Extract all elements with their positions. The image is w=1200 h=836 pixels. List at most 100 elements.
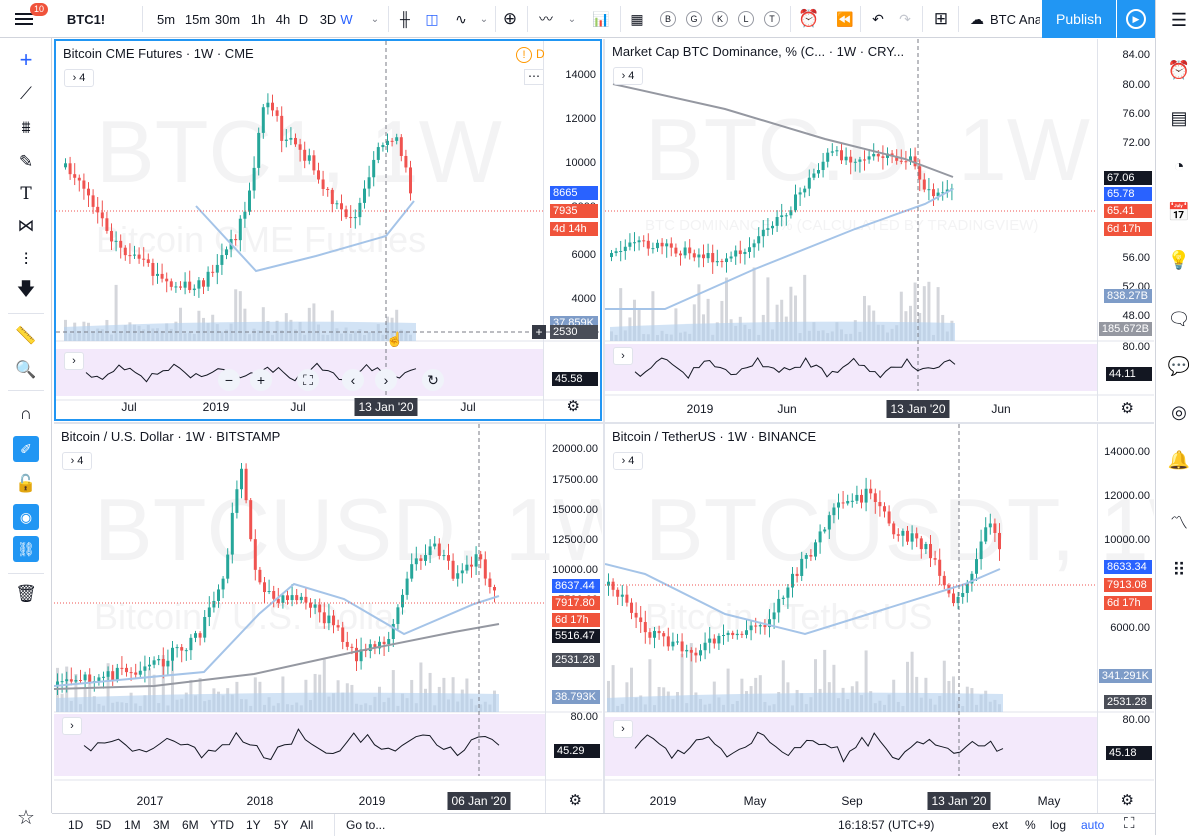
range-6m[interactable]: 6M xyxy=(182,818,199,832)
price-chart-canvas[interactable] xyxy=(605,424,1154,813)
undo-icon[interactable]: ↶ xyxy=(872,10,884,27)
circle-k-icon[interactable]: K xyxy=(712,11,728,27)
bar-chart-icon[interactable]: ╫ xyxy=(400,11,410,27)
alerts-clock-icon[interactable]: ⏰ xyxy=(1167,59,1191,80)
line-chart-icon[interactable]: ∿ xyxy=(455,10,467,27)
sync-drawings-icon[interactable]: ⛓ xyxy=(13,536,39,562)
price-axis[interactable] xyxy=(545,424,602,813)
indicators-icon[interactable]: 〰 xyxy=(539,11,553,27)
pattern-tool-icon[interactable]: ⋈ xyxy=(17,216,35,235)
goto-date-button[interactable]: Go to... xyxy=(346,818,386,832)
trash-icon[interactable]: 🗑 xyxy=(15,584,37,603)
arrow-down-icon[interactable]: 🡇 xyxy=(16,279,36,299)
range-1d[interactable]: 1D xyxy=(68,818,84,832)
financials-icon[interactable]: 📊 xyxy=(592,10,610,27)
compare-icon[interactable]: ⊕ xyxy=(502,9,518,28)
watchlist-icon[interactable]: ☰ xyxy=(1170,9,1188,30)
scroll-right-icon[interactable]: › xyxy=(375,369,397,391)
circle-l-icon[interactable]: L xyxy=(738,11,754,27)
crosshair-icon[interactable]: + xyxy=(19,47,33,72)
refresh-icon[interactable]: ↻ xyxy=(422,369,444,391)
legend-collapse-button[interactable]: › 4 xyxy=(613,67,643,85)
percent-scale-toggle[interactable]: % xyxy=(1025,818,1036,832)
clock[interactable]: 16:18:57 (UTC+9) xyxy=(838,818,935,832)
price-chart-canvas[interactable] xyxy=(56,41,600,419)
range-3m[interactable]: 3M xyxy=(153,818,170,832)
candles-icon[interactable]: ◫ xyxy=(425,10,439,27)
fullscreen-icon[interactable]: ⛶ xyxy=(1124,815,1135,832)
circle-t-icon[interactable]: T xyxy=(764,11,780,27)
alert-clock-icon[interactable]: ⏰ xyxy=(798,9,820,28)
prediction-tool-icon[interactable]: ⫶ xyxy=(23,250,29,269)
range-1y[interactable]: 1Y xyxy=(246,818,261,832)
legend-collapse-button[interactable]: › 4 xyxy=(64,69,94,87)
log-scale-toggle[interactable]: log xyxy=(1050,818,1067,832)
rsi-legend-button[interactable]: › xyxy=(613,720,633,738)
ext-hours-toggle[interactable]: ext xyxy=(992,818,1009,832)
trend-line-icon[interactable]: ⟋ xyxy=(20,84,32,103)
hide-drawings-icon[interactable]: ◉ xyxy=(13,504,39,530)
rsi-legend-button[interactable]: › xyxy=(62,717,82,735)
price-chart-canvas[interactable] xyxy=(54,424,602,813)
layout-grid-icon[interactable]: ⊞ xyxy=(933,9,949,28)
favorite-star-icon[interactable]: ☆ xyxy=(17,806,35,829)
rsi-legend-button[interactable]: › xyxy=(64,352,84,370)
more-options-icon[interactable]: ⋯ xyxy=(524,69,544,85)
circle-b-icon[interactable]: B xyxy=(660,11,676,27)
text-tool-icon[interactable]: T xyxy=(20,184,32,204)
interval-dropdown-icon[interactable]: ⌄ xyxy=(370,13,380,25)
rsi-legend-button[interactable]: › xyxy=(613,347,633,365)
interval-5m[interactable]: 5m xyxy=(156,11,176,27)
add-plus-icon[interactable]: + xyxy=(532,325,546,339)
price-axis[interactable] xyxy=(543,41,600,419)
brush-icon[interactable]: ✎ xyxy=(18,152,34,171)
redo-icon[interactable]: ↷ xyxy=(899,10,911,27)
interval-D[interactable]: D xyxy=(298,11,309,27)
price-axis[interactable] xyxy=(1097,39,1154,421)
range-5d[interactable]: 5D xyxy=(96,818,112,832)
patterns-icon[interactable]: ▦ xyxy=(630,10,644,27)
stay-in-drawing-icon[interactable]: ✐ xyxy=(13,436,39,462)
price-axis[interactable] xyxy=(1097,424,1154,813)
publish-menu-button[interactable]: ▶ xyxy=(1117,0,1155,38)
chart-pane-btc1[interactable]: BTC1, 1W Bitcoin CME Futures 14000 12000 100… xyxy=(54,39,602,421)
messages-icon[interactable]: 💬 xyxy=(1167,355,1191,376)
range-all[interactable]: All xyxy=(300,818,314,832)
range-1m[interactable]: 1M xyxy=(124,818,141,832)
reset-icon[interactable]: ⛶ xyxy=(297,369,319,391)
zoom-in-icon[interactable]: + xyxy=(250,369,272,391)
menu-icon[interactable] xyxy=(10,0,40,38)
interval-30m[interactable]: 30m xyxy=(214,11,241,27)
order-panel-icon[interactable]: 〽 xyxy=(1170,513,1188,533)
chart-pane-btc-dominance[interactable]: BTC.D, 1W BTC DOMINANCE, % (CALCULATED BY… xyxy=(605,39,1154,421)
range-5y[interactable]: 5Y xyxy=(274,818,289,832)
chart-type-dropdown-icon[interactable]: ⌄ xyxy=(479,13,489,25)
auto-scale-toggle[interactable]: auto xyxy=(1081,818,1105,832)
indicators-dropdown-icon[interactable]: ⌄ xyxy=(567,13,577,25)
magnet-icon[interactable]: ∩ xyxy=(19,404,33,423)
legend-collapse-button[interactable]: › 4 xyxy=(613,452,643,470)
fib-icon[interactable]: ⩩ xyxy=(21,118,31,137)
dom-icon[interactable]: ⠿ xyxy=(1172,559,1186,580)
range-ytd[interactable]: YTD xyxy=(210,818,234,832)
price-chart-canvas[interactable] xyxy=(605,39,1154,421)
symbol-search[interactable]: BTC1! xyxy=(66,11,106,27)
hotlist-icon[interactable]: ◔ xyxy=(1173,155,1185,176)
interval-1h[interactable]: 1h xyxy=(250,11,266,27)
publish-button[interactable]: Publish xyxy=(1042,0,1116,38)
circle-g-icon[interactable]: G xyxy=(686,11,702,27)
streams-icon[interactable]: ◎ xyxy=(1171,401,1187,422)
replay-icon[interactable]: ⏪ xyxy=(836,10,854,27)
zoom-in-icon[interactable]: 🔍 xyxy=(15,360,37,379)
interval-3D[interactable]: 3D xyxy=(319,11,337,27)
chart-pane-btcusd[interactable]: BTCUSD, 1W Bitcoin / U.S. Dollar 20000.00 1… xyxy=(54,424,602,813)
settings-gear-icon[interactable]: ⚙ xyxy=(566,398,580,415)
interval-4h[interactable]: 4h xyxy=(275,11,291,27)
scroll-left-icon[interactable]: ‹ xyxy=(342,369,364,391)
settings-gear-icon[interactable]: ⚙ xyxy=(1120,792,1134,809)
settings-gear-icon[interactable]: ⚙ xyxy=(1120,400,1134,417)
legend-collapse-button[interactable]: › 4 xyxy=(62,452,92,470)
calendar-icon[interactable]: 📅 xyxy=(1167,201,1191,222)
data-window-icon[interactable]: ▤ xyxy=(1170,107,1188,128)
